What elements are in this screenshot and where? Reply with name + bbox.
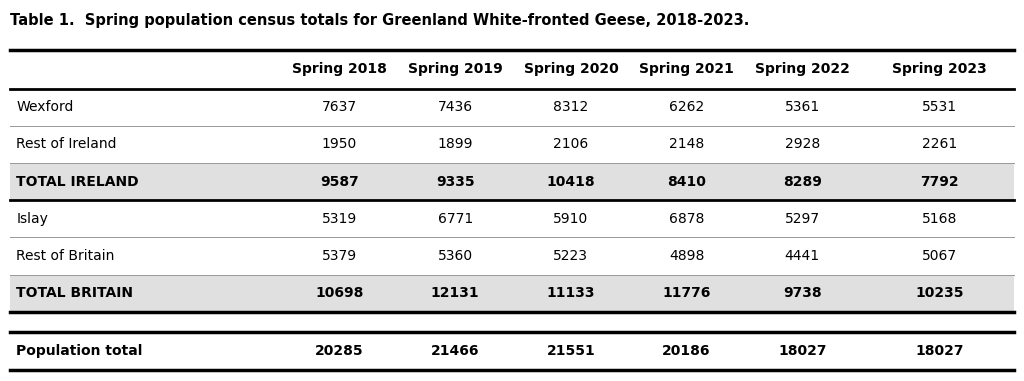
Text: 6771: 6771 xyxy=(437,212,473,226)
Text: 8312: 8312 xyxy=(553,100,589,114)
Text: 9738: 9738 xyxy=(783,286,821,300)
Text: 5223: 5223 xyxy=(553,249,589,263)
Text: 4898: 4898 xyxy=(669,249,705,263)
Text: 21466: 21466 xyxy=(431,344,479,358)
Text: 10698: 10698 xyxy=(315,286,364,300)
Text: Spring 2018: Spring 2018 xyxy=(292,62,387,76)
Text: 5319: 5319 xyxy=(322,212,357,226)
Text: 8289: 8289 xyxy=(783,174,821,189)
Text: Spring 2022: Spring 2022 xyxy=(755,62,850,76)
Text: 18027: 18027 xyxy=(778,344,826,358)
Text: 11776: 11776 xyxy=(663,286,711,300)
Text: 20186: 20186 xyxy=(663,344,711,358)
Text: 12131: 12131 xyxy=(431,286,479,300)
Text: Table 1.  Spring population census totals for Greenland White-fronted Geese, 201: Table 1. Spring population census totals… xyxy=(10,13,750,28)
Text: 7436: 7436 xyxy=(437,100,473,114)
Text: 2148: 2148 xyxy=(669,138,705,151)
Text: 5067: 5067 xyxy=(922,249,957,263)
Text: 9587: 9587 xyxy=(321,174,358,189)
Text: Spring 2020: Spring 2020 xyxy=(523,62,618,76)
Text: Spring 2023: Spring 2023 xyxy=(892,62,987,76)
Text: 2106: 2106 xyxy=(553,138,589,151)
Text: Spring 2021: Spring 2021 xyxy=(639,62,734,76)
Text: TOTAL BRITAIN: TOTAL BRITAIN xyxy=(16,286,133,300)
Text: Islay: Islay xyxy=(16,212,48,226)
Text: Spring 2019: Spring 2019 xyxy=(408,62,503,76)
Text: 2928: 2928 xyxy=(784,138,820,151)
Text: 5379: 5379 xyxy=(322,249,357,263)
Text: 4441: 4441 xyxy=(784,249,820,263)
Text: Wexford: Wexford xyxy=(16,100,74,114)
Text: 2261: 2261 xyxy=(922,138,957,151)
Text: Rest of Ireland: Rest of Ireland xyxy=(16,138,117,151)
Text: 10418: 10418 xyxy=(547,174,595,189)
Text: 5531: 5531 xyxy=(922,100,957,114)
Text: 20285: 20285 xyxy=(315,344,364,358)
Text: 5168: 5168 xyxy=(922,212,957,226)
Text: 10235: 10235 xyxy=(915,286,964,300)
Text: 9335: 9335 xyxy=(436,174,474,189)
Text: Rest of Britain: Rest of Britain xyxy=(16,249,115,263)
Text: 1950: 1950 xyxy=(322,138,357,151)
Text: 5297: 5297 xyxy=(784,212,820,226)
Text: 6878: 6878 xyxy=(669,212,705,226)
Text: TOTAL IRELAND: TOTAL IRELAND xyxy=(16,174,139,189)
Text: 11133: 11133 xyxy=(547,286,595,300)
Text: 18027: 18027 xyxy=(915,344,964,358)
Text: 21551: 21551 xyxy=(547,344,595,358)
Text: 5361: 5361 xyxy=(784,100,820,114)
Text: 6262: 6262 xyxy=(669,100,705,114)
Text: 5910: 5910 xyxy=(553,212,589,226)
Text: 5360: 5360 xyxy=(437,249,473,263)
Text: Population total: Population total xyxy=(16,344,142,358)
Text: 7792: 7792 xyxy=(921,174,958,189)
Text: 7637: 7637 xyxy=(322,100,357,114)
Text: 1899: 1899 xyxy=(437,138,473,151)
Text: 8410: 8410 xyxy=(668,174,706,189)
